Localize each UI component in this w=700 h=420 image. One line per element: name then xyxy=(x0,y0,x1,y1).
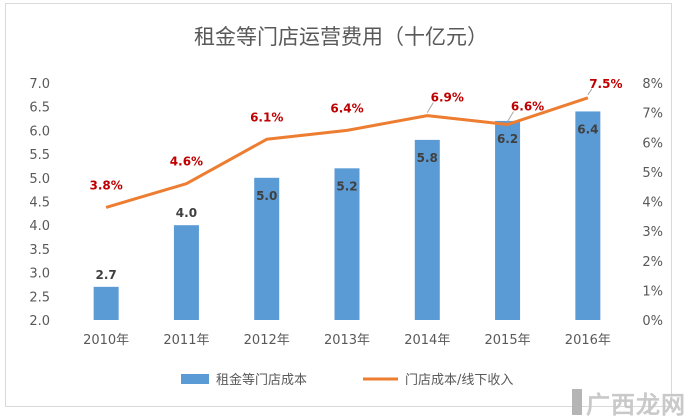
bar-data-label: 6.2 xyxy=(497,132,518,146)
left-axis-tick-label: 5.0 xyxy=(29,172,50,187)
x-axis-tick-label: 2013年 xyxy=(324,333,370,348)
left-axis-tick-label: 7.0 xyxy=(29,77,50,92)
x-axis-tick-label: 2011年 xyxy=(163,333,209,348)
bar-data-label: 5.0 xyxy=(256,189,277,203)
left-axis-tick-label: 2.5 xyxy=(29,290,50,305)
right-axis-tick-label: 6% xyxy=(642,136,663,151)
bar-data-labels: 2.7 4.0 5.0 5.2 5.8 6.2 6.4 xyxy=(96,122,599,281)
right-axis-ticks: 0% 1% 2% 3% 4% 5% 6% 7% 8% xyxy=(642,77,663,329)
left-axis-tick-label: 2.0 xyxy=(29,314,50,329)
chart-svg: 租金等门店运营费用（十亿元） 2.0 2.5 3.0 3.5 4.0 4.5 5.0 5.5 6… xyxy=(29,25,663,388)
right-axis-tick-label: 0% xyxy=(642,314,663,329)
x-axis-tick-label: 2012年 xyxy=(244,333,290,348)
x-axis-tick-label: 2015年 xyxy=(485,333,531,348)
chart-frame: 租金等门店运营费用（十亿元） 2.0 2.5 3.0 3.5 4.0 4.5 5.0 5.5 6… xyxy=(5,3,672,407)
bar xyxy=(173,225,199,320)
right-axis-tick-label: 5% xyxy=(642,166,663,181)
chart-title: 租金等门店运营费用（十亿元） xyxy=(194,25,488,49)
x-axis-tick-label: 2016年 xyxy=(565,333,611,348)
left-axis-tick-label: 4.0 xyxy=(29,219,50,234)
legend-bar-swatch xyxy=(181,374,209,384)
bar xyxy=(414,139,440,320)
right-axis-tick-label: 3% xyxy=(642,225,663,240)
legend-line-label: 门店成本/线下收入 xyxy=(405,373,513,388)
bar-data-label: 4.0 xyxy=(176,206,197,220)
watermark-logo: 广西龙网 xyxy=(572,384,692,419)
bar xyxy=(495,120,521,320)
x-axis-tick-label: 2010年 xyxy=(83,333,129,348)
line-label-leader xyxy=(426,102,434,113)
bar-data-label: 6.4 xyxy=(577,122,598,136)
bar-data-label: 2.7 xyxy=(96,268,117,282)
line-data-label: 3.8% xyxy=(90,178,123,192)
bar xyxy=(254,177,280,320)
line-data-label: 7.5% xyxy=(589,77,622,91)
left-axis-tick-label: 3.5 xyxy=(29,243,50,258)
bar xyxy=(575,111,601,320)
bar-series xyxy=(93,111,601,320)
line-data-label: 6.4% xyxy=(330,101,363,115)
bar xyxy=(93,286,119,320)
left-axis-ticks: 2.0 2.5 3.0 3.5 4.0 4.5 5.0 5.5 6.0 6.5 7.0 xyxy=(29,77,50,329)
line-data-label: 6.1% xyxy=(250,110,283,124)
right-axis-tick-label: 8% xyxy=(642,77,663,92)
x-axis-ticks: 2010年 2011年 2012年 2013年 2014年 2015年 2016年 xyxy=(83,333,611,348)
line-data-label: 6.6% xyxy=(511,99,544,113)
right-axis-tick-label: 4% xyxy=(642,196,663,211)
right-axis-tick-label: 7% xyxy=(642,107,663,122)
watermark-text: 广西龙网 xyxy=(586,391,686,419)
line-data-label: 6.9% xyxy=(431,91,464,105)
line-label-leader xyxy=(587,88,593,96)
line-label-leader xyxy=(507,111,515,122)
left-axis-tick-label: 6.0 xyxy=(29,124,50,139)
line-data-labels: 3.8% 4.6% 6.1% 6.4% 6.9% 6.6% 7.5% xyxy=(90,77,623,193)
left-axis-tick-label: 6.5 xyxy=(29,101,50,116)
left-axis-tick-label: 5.5 xyxy=(29,148,50,163)
right-axis-tick-label: 2% xyxy=(642,255,663,270)
line-series xyxy=(105,96,589,209)
left-axis-tick-label: 4.5 xyxy=(29,196,50,211)
bar-data-label: 5.8 xyxy=(417,151,438,165)
bar-data-label: 5.2 xyxy=(336,179,357,193)
left-axis-tick-label: 3.0 xyxy=(29,267,50,282)
right-axis-tick-label: 1% xyxy=(642,284,663,299)
legend: 租金等门店成本 门店成本/线下收入 xyxy=(181,372,513,388)
line-data-label: 4.6% xyxy=(170,155,203,169)
x-axis-tick-label: 2014年 xyxy=(404,333,450,348)
bar xyxy=(334,168,360,320)
legend-bar-label: 租金等门店成本 xyxy=(216,372,307,388)
watermark-bar-icon xyxy=(572,389,582,415)
